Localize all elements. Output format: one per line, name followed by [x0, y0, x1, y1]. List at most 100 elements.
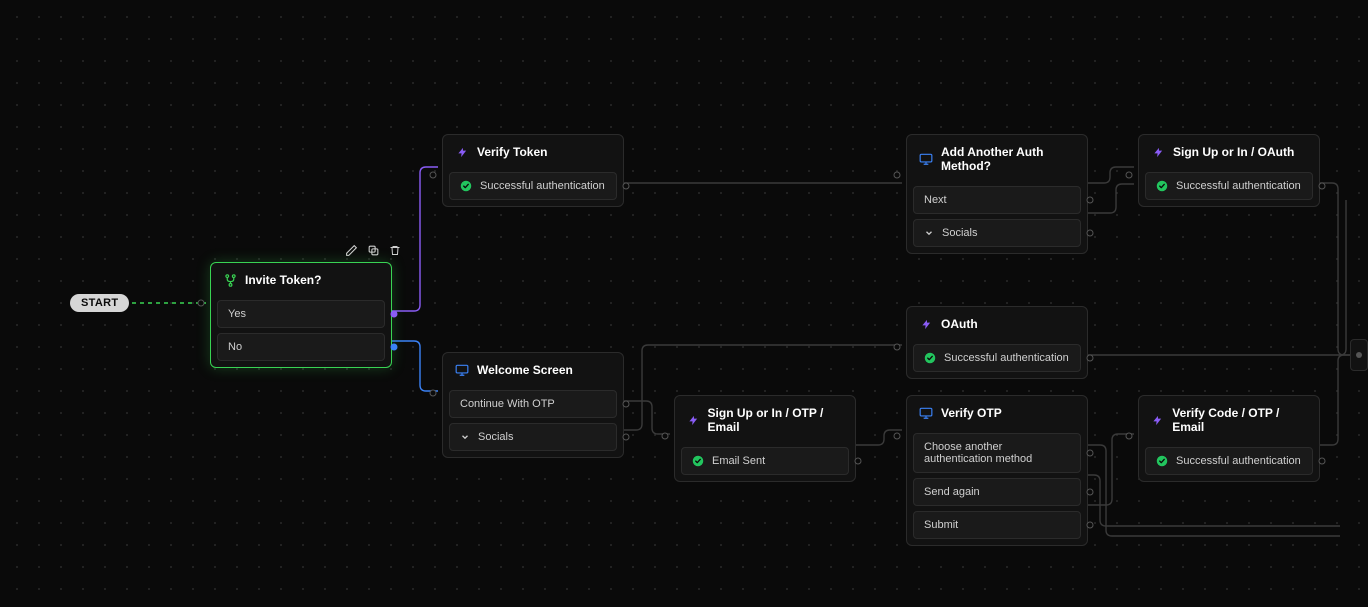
- output-port[interactable]: [391, 344, 398, 351]
- output-port[interactable]: [391, 311, 398, 318]
- node-body: Next Socials: [907, 186, 1087, 253]
- chevron-down-icon: [460, 432, 470, 442]
- output-port[interactable]: [1087, 522, 1094, 529]
- row-label: Next: [924, 194, 947, 206]
- output-port[interactable]: [1087, 355, 1094, 362]
- chevron-right-icon: [1356, 352, 1362, 358]
- node-verify_token[interactable]: Verify Token Successful authentication: [442, 134, 624, 207]
- edge: [392, 167, 438, 311]
- node-welcome_screen[interactable]: Welcome Screen Continue With OTP Socials: [442, 352, 624, 458]
- node-signup_oauth[interactable]: Sign Up or In / OAuth Successful authenti…: [1138, 134, 1320, 207]
- node-row-again[interactable]: Send again: [913, 478, 1081, 506]
- node-header: Verify OTP: [907, 396, 1087, 428]
- node-row-submit[interactable]: Submit: [913, 511, 1081, 539]
- node-body: Successful authentication: [443, 172, 623, 206]
- row-label: Socials: [478, 431, 513, 443]
- node-toolbar: [343, 242, 403, 258]
- node-row-next[interactable]: Next: [913, 186, 1081, 214]
- output-port[interactable]: [1319, 183, 1326, 190]
- node-title: Verify Token: [477, 145, 547, 159]
- input-port[interactable]: [894, 433, 901, 440]
- node-row-otp[interactable]: Continue With OTP: [449, 390, 617, 418]
- node-header: Invite Token?: [211, 263, 391, 295]
- node-row-choose[interactable]: Choose another authentication method: [913, 433, 1081, 473]
- edge: [1088, 475, 1340, 526]
- row-label: Email Sent: [712, 455, 765, 467]
- node-title: OAuth: [941, 317, 978, 331]
- node-header: Sign Up or In / OAuth: [1139, 135, 1319, 167]
- input-port[interactable]: [894, 344, 901, 351]
- input-port[interactable]: [430, 390, 437, 397]
- start-node[interactable]: START: [70, 294, 129, 312]
- output-port[interactable]: [623, 434, 630, 441]
- input-port[interactable]: [430, 172, 437, 179]
- output-port[interactable]: [855, 458, 862, 465]
- delete-icon[interactable]: [387, 242, 403, 258]
- row-label: Successful authentication: [480, 180, 605, 192]
- edges-layer: [0, 0, 1368, 607]
- output-port[interactable]: [1087, 450, 1094, 457]
- node-row-yes[interactable]: Yes: [217, 300, 385, 328]
- node-row-success[interactable]: Successful authentication: [1145, 172, 1313, 200]
- node-header: Sign Up or In / OTP / Email: [675, 396, 855, 442]
- output-port[interactable]: [1319, 458, 1326, 465]
- node-body: Email Sent: [675, 447, 855, 481]
- row-label: Successful authentication: [1176, 180, 1301, 192]
- edge: [1320, 183, 1356, 355]
- output-port[interactable]: [1087, 197, 1094, 204]
- row-label: Successful authentication: [1176, 455, 1301, 467]
- node-header: Verify Code / OTP / Email: [1139, 396, 1319, 442]
- node-body: Successful authentication: [1139, 447, 1319, 481]
- input-port[interactable]: [1126, 172, 1133, 179]
- offscreen-handle[interactable]: [1350, 339, 1368, 371]
- row-label: Submit: [924, 519, 958, 531]
- node-row-socials[interactable]: Socials: [449, 423, 617, 451]
- input-port[interactable]: [894, 172, 901, 179]
- copy-icon[interactable]: [365, 242, 381, 258]
- check-circle-icon: [460, 180, 472, 192]
- node-invite_token[interactable]: Invite Token? Yes No: [210, 262, 392, 368]
- bolt-icon: [1151, 413, 1164, 427]
- node-header: Verify Token: [443, 135, 623, 167]
- row-label: Yes: [228, 308, 246, 320]
- input-port[interactable]: [198, 300, 205, 307]
- edge: [624, 401, 670, 434]
- node-row-sent[interactable]: Email Sent: [681, 447, 849, 475]
- node-signup_otp_email[interactable]: Sign Up or In / OTP / Email Email Sent: [674, 395, 856, 482]
- screen-icon: [455, 363, 469, 377]
- node-row-success[interactable]: Successful authentication: [1145, 447, 1313, 475]
- output-port[interactable]: [623, 401, 630, 408]
- output-port[interactable]: [1087, 230, 1094, 237]
- row-label: Choose another authentication method: [924, 441, 1070, 465]
- node-row-success[interactable]: Successful authentication: [913, 344, 1081, 372]
- node-header: Welcome Screen: [443, 353, 623, 385]
- bolt-icon: [687, 413, 700, 427]
- bolt-icon: [919, 317, 933, 331]
- input-port[interactable]: [1126, 433, 1133, 440]
- edge: [392, 341, 438, 391]
- node-oauth[interactable]: OAuth Successful authentication: [906, 306, 1088, 379]
- screen-icon: [919, 406, 933, 420]
- node-row-socials[interactable]: Socials: [913, 219, 1081, 247]
- bolt-icon: [1151, 145, 1165, 159]
- input-port[interactable]: [662, 433, 669, 440]
- node-body: Successful authentication: [1139, 172, 1319, 206]
- node-row-no[interactable]: No: [217, 333, 385, 361]
- row-label: Send again: [924, 486, 980, 498]
- output-port[interactable]: [1087, 489, 1094, 496]
- edge: [1088, 184, 1134, 213]
- node-header: OAuth: [907, 307, 1087, 339]
- edit-icon[interactable]: [343, 242, 359, 258]
- check-circle-icon: [692, 455, 704, 467]
- output-port[interactable]: [623, 183, 630, 190]
- node-add_auth[interactable]: Add Another Auth Method? Next Socials: [906, 134, 1088, 254]
- row-label: Successful authentication: [944, 352, 1069, 364]
- node-verify_code[interactable]: Verify Code / OTP / Email Successful auth…: [1138, 395, 1320, 482]
- node-row-success[interactable]: Successful authentication: [449, 172, 617, 200]
- row-label: Socials: [942, 227, 977, 239]
- node-verify_otp[interactable]: Verify OTP Choose another authentication …: [906, 395, 1088, 546]
- node-title: Invite Token?: [245, 273, 321, 287]
- node-header: Add Another Auth Method?: [907, 135, 1087, 181]
- flow-canvas[interactable]: START Invite Token? Yes No Verify Token Succ…: [0, 0, 1368, 607]
- row-label: Continue With OTP: [460, 398, 555, 410]
